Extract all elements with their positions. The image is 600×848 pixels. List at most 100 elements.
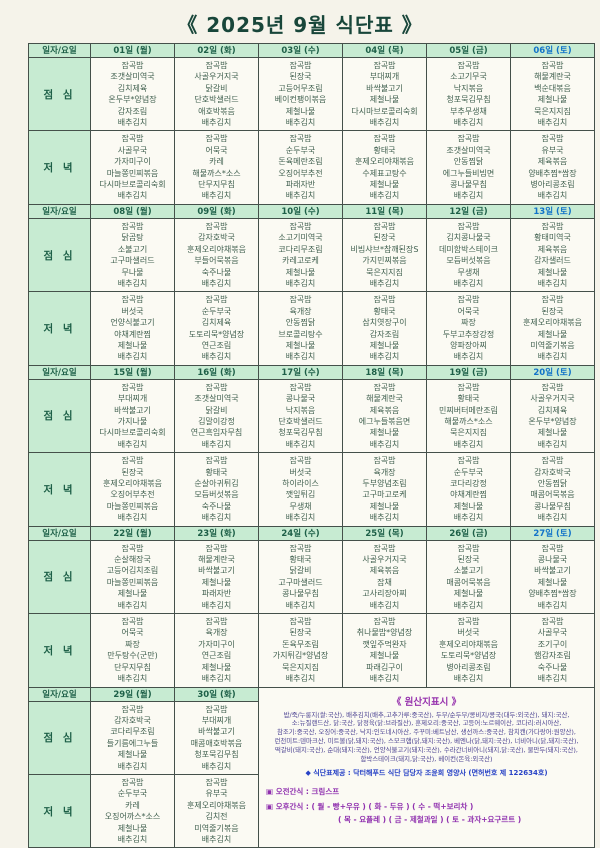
lunch-menu-cell: 잡곡밥 콩나물국 바싹불고기 제철나물 양배추찜*쌈장 배추김치 [511,540,595,615]
menu-item: 감자호박국 [114,715,151,725]
day-header-cell: 08일 (월) [91,204,175,219]
menu-item: 데미함박스테이크 [439,244,498,254]
menu-item: 버섯국 [457,628,480,638]
menu-item: 배추김치 [453,439,484,449]
menu-item: 매콤애호박볶음 [190,738,243,748]
menu-item: 훈제오리야채볶음 [439,639,498,649]
lunch-label-cell: 점 심 [29,540,91,615]
menu-item: 제철나물 [285,106,316,116]
menu-item: 사골우거지국 [530,394,575,404]
menu-item: 묵은지지짐 [534,106,571,116]
menu-item: 가자미구이 [198,639,235,649]
dinner-menu-cell: 잡곡밥 조갯살미역국 안동찜닭 에그누들비빔면 콩나물무침 배추김치 [427,131,511,205]
menu-item: 오징어부추전 [110,490,155,500]
menu-item: 잡곡밥 [121,543,144,553]
lunch-menu-cell: 잡곡밥 조갯살미역국 김치제육 온두부*양념장 감자조림 배추김치 [91,58,175,132]
menu-item: 닭갈비 [289,566,312,576]
origin-info-line: 떡갈비(돼지:국산), 순대(돼지:국산), 언양식불고기(돼지:국산), 수라… [275,746,578,755]
menu-item: 순두부국 [453,467,484,477]
menu-item: 고구마고로케 [362,490,407,500]
menu-item: 제철나물 [201,662,232,672]
menu-item: 잡곡밥 [457,61,480,70]
day-header-cell: 17일 (수) [259,365,343,380]
menu-item: 잡곡밥 [205,543,228,553]
menu-item: 들기름에그누들 [106,738,159,748]
dinner-menu-cell: 잡곡밥 된장국 훈제오리야채볶음 제철나물 미역줄기볶음 배추김치 [511,292,595,366]
dinner-menu-cell: 잡곡밥 황태국 순살아귀튀김 모듬버섯볶음 숙주나물 배추김치 [175,453,259,527]
menu-item: 고사리장아찌 [362,589,407,599]
menu-item: 언양식불고기 [110,318,155,328]
menu-item: 조갯살미역국 [110,72,155,82]
dinner-menu-cell: 잡곡밥 순두부국 돈육메란조림 오징어부추전 파래자반 배추김치 [259,131,343,205]
menu-item: 유부국 [541,145,564,155]
menu-item: 하이라이스 [282,479,319,488]
menu-item: 해물까스*소스 [444,416,493,426]
menu-item: 배추김치 [201,439,232,449]
lunch-menu-cell: 잡곡밥 감자호박국 훈제오리야채볶음 부들어묵볶음 숙주나물 배추김치 [175,218,259,293]
dinner-menu-cell: 잡곡밥 어묵국 짜장 두부고추장강정 양파장아찌 배추김치 [427,292,511,366]
menu-item: 해물계란국 [198,555,235,565]
menu-item: 잡곡밥 [373,221,396,231]
menu-item: 도토리묵*양념장 [440,651,497,661]
menu-item: 잡곡밥 [205,221,228,231]
menu-item: 부추무생채 [450,106,487,116]
origin-info-title: 《 원산지표시 》 [391,696,462,708]
menu-item: 콩나물국 [285,394,316,404]
menu-item: 제철나물 [369,428,400,438]
menu-item: 양배추찜*쌈장 [528,168,577,178]
dinner-label-cell: 저 녁 [29,774,91,848]
menu-item: 제육볶음 [369,405,400,415]
menu-item: 김치제육 [201,318,232,328]
menu-item: 잡곡밥 [205,382,228,392]
day-header-cell: 27일 (토) [511,526,595,541]
menu-item: 버섯국 [121,306,144,316]
menu-item: 낙지볶음 [453,83,484,93]
menu-item: 청포묵김무침 [446,95,491,105]
menu-item: 잡곡밥 [541,617,564,627]
day-header-cell: 18일 (목) [343,365,427,380]
menu-item: 민찌버터메란조림 [439,405,498,415]
dinner-menu-cell: 잡곡밥 버섯국 언양식불고기 야채계란찜 제철나물 배추김치 [91,292,175,366]
menu-item: 잡곡밥 [289,295,312,305]
origin-info-line: 밥/죽/누룽지(쌀:국산), 배추김치(배추,고추가루:중국산), 두부/순두부… [283,710,570,719]
menu-item: 제철나물 [369,651,400,661]
menu-item: 고구마샐러드 [110,256,155,266]
menu-item: 배추김치 [117,834,148,844]
menu-item: 배추김치 [537,191,568,201]
dinner-menu-cell: 잡곡밥 된장국 훈제오리야채볶음 오징어부추전 마늘쫑민찌볶음 배추김치 [91,453,175,527]
menu-item: 잡곡밥 [205,295,228,305]
menu-item: 배추김치 [285,600,316,610]
menu-item: 잡곡밥 [205,704,228,714]
menu-item: 코다리무조림 [110,727,155,737]
menu-item: 조갯살미역국 [446,145,491,155]
menu-item: 배추김치 [117,761,148,771]
menu-item: 김치제육 [537,405,568,415]
date-header-corner: 일자/요일 [29,526,91,541]
menu-item: 배추김치 [453,278,484,288]
menu-item: 무생채 [289,501,312,511]
menu-item: 바싹불고기 [366,83,403,93]
menu-item: 제철나물 [201,577,232,587]
menu-item: 제철나물 [453,589,484,599]
day-header-cell: 19일 (금) [427,365,511,380]
menu-item: 어묵국 [457,306,480,316]
dinner-menu-cell: 잡곡밥 어묵국 짜장 만두탕수(군만) 단무지무침 배추김치 [91,614,175,688]
menu-item: 배추김치 [537,513,568,523]
menu-item: 잡곡밥 [373,617,396,627]
menu-item: 조기구이 [537,639,568,649]
lunch-menu-cell: 잡곡밥 부대찌개 바싹불고기 제철나물 다시마브로콜리숙회 배추김치 [343,58,427,132]
menu-item: 베이컨팽이볶음 [274,95,327,105]
menu-item: 잡곡밥 [205,134,228,144]
menu-item: 순두부국 [117,789,148,799]
menu-item: 배추김치 [453,513,484,523]
menu-item: 잡곡밥 [205,617,228,627]
menu-item: 묵은지지짐 [450,428,487,438]
dinner-menu-cell: 잡곡밥 버섯국 훈제오리야채볶음 도토리묵*양념장 병아리콩조림 배추김치 [427,614,511,688]
menu-item: 짜장 [461,318,476,328]
menu-provider-note: ◆ 식단표제공 : 닥터해푸드 식단 담당자 조윤희 영양사 (면허번호 제 1… [305,769,548,778]
menu-item: 잡곡밥 [541,456,564,466]
menu-item: 배추김치 [369,278,400,288]
menu-item: 제철나물 [537,95,568,105]
week-block: 일자/요일 08일 (월) 09일 (화) 10일 (수) 11일 (목) 12일 (금)… [29,204,595,366]
menu-item: 오징어까스*소스 [104,812,161,822]
